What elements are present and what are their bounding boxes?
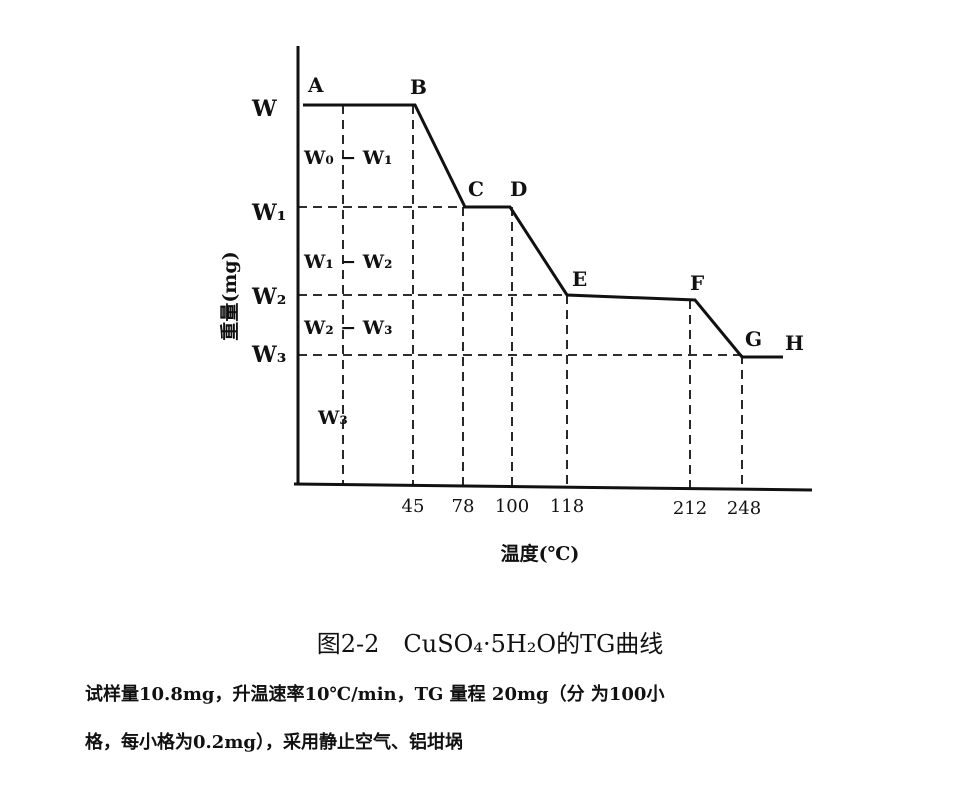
interval-label: W₂ − W₃: [303, 317, 392, 339]
x-tick-label: 78: [452, 496, 475, 517]
y-label: W₁: [251, 200, 286, 226]
point-label: B: [410, 75, 427, 99]
y-label: W₃: [251, 342, 286, 368]
guides: [298, 105, 743, 489]
point-label: H: [785, 331, 804, 355]
x-axis: [293, 482, 813, 492]
x-tick-label: 45: [402, 496, 425, 517]
y-axis-label: 重量(mg): [219, 251, 241, 340]
point-label: G: [745, 327, 762, 351]
caption: 图2-2 CuSO₄·5H₂O的TG曲线: [317, 630, 664, 658]
y-label: W₂: [251, 284, 286, 310]
point-label: D: [510, 177, 527, 201]
interval-label: W₀ − W₁: [303, 147, 392, 169]
interval-label: W₃: [317, 407, 348, 429]
tg-curve: [303, 103, 783, 359]
point-label: E: [572, 267, 587, 291]
y-label: W: [251, 96, 277, 122]
note-line: 格，每小格为0.2mg），采用静止空气、铝坩埚: [85, 731, 463, 753]
x-tick-label: 118: [550, 496, 584, 517]
x-tick-label: 212: [673, 498, 707, 519]
x-tick-label: 100: [495, 496, 529, 517]
point-label: F: [690, 271, 704, 295]
point-label: C: [468, 177, 484, 201]
point-label: A: [307, 73, 324, 97]
note-line: 试样量10.8mg，升温速率10℃/min，TG 量程 20mg（分 为100小: [85, 683, 664, 705]
x-tick-label: 248: [727, 498, 761, 519]
x-axis-label: 温度(℃): [501, 542, 580, 565]
interval-label: W₁ − W₂: [303, 251, 392, 273]
